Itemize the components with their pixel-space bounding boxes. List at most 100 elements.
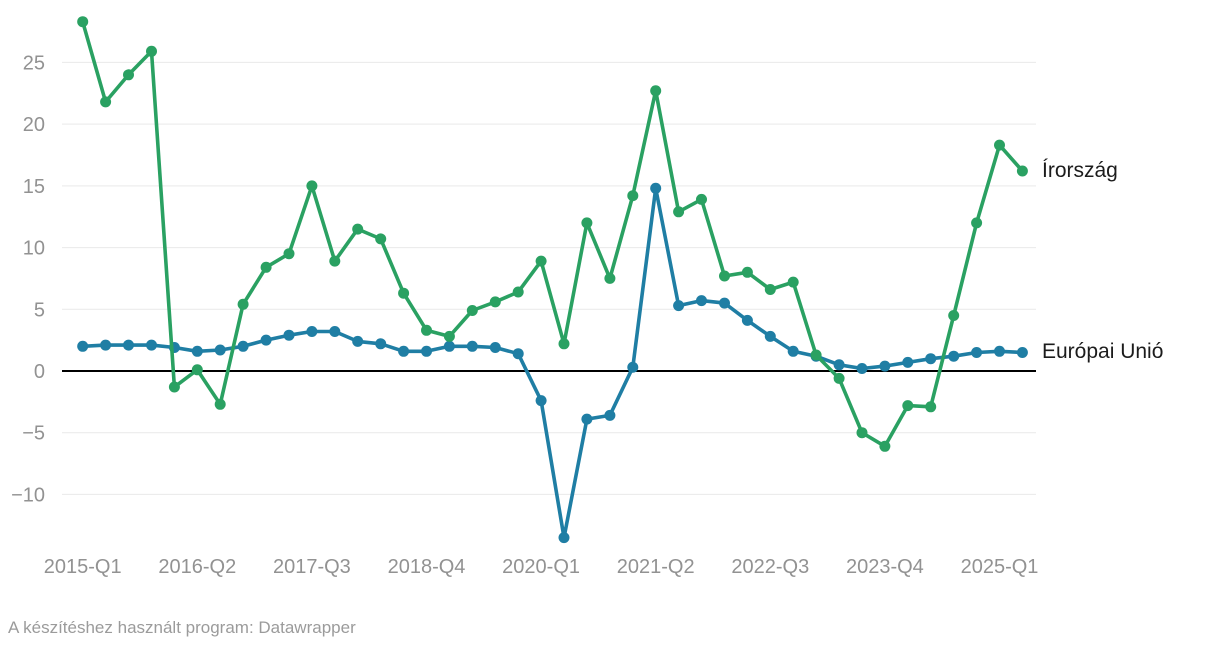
data-point-europai-unio[interactable] — [604, 409, 616, 421]
x-axis-tick-label: 2017-Q3 — [273, 556, 351, 578]
data-point-europai-unio[interactable] — [581, 413, 593, 425]
data-point-irorszag[interactable] — [512, 286, 524, 298]
data-point-europai-unio[interactable] — [237, 340, 249, 352]
y-axis-tick-label: 15 — [23, 176, 45, 198]
y-axis-tick-label: −5 — [22, 423, 45, 445]
data-point-europai-unio[interactable] — [123, 339, 134, 351]
data-point-irorszag[interactable] — [489, 296, 501, 308]
data-point-irorszag[interactable] — [719, 270, 730, 282]
data-point-irorszag[interactable] — [879, 440, 891, 452]
data-point-irorszag[interactable] — [558, 338, 570, 350]
data-point-irorszag[interactable] — [741, 266, 753, 278]
data-point-irorszag[interactable] — [168, 381, 180, 393]
x-axis-tick-label: 2023-Q4 — [846, 556, 924, 578]
data-point-irorszag[interactable] — [443, 330, 455, 342]
data-point-irorszag[interactable] — [764, 284, 776, 295]
data-point-europai-unio[interactable] — [398, 345, 410, 357]
x-axis-tick-label: 2018-Q4 — [388, 556, 466, 578]
data-point-europai-unio[interactable] — [925, 353, 937, 365]
data-point-irorszag[interactable] — [421, 324, 432, 336]
data-point-europai-unio[interactable] — [421, 345, 432, 357]
data-point-europai-unio[interactable] — [512, 348, 524, 360]
data-point-irorszag[interactable] — [329, 255, 341, 267]
data-point-irorszag[interactable] — [810, 349, 822, 361]
data-point-europai-unio[interactable] — [764, 330, 776, 342]
data-point-irorszag[interactable] — [650, 85, 662, 97]
y-axis-tick-label: −10 — [11, 484, 45, 506]
data-point-europai-unio[interactable] — [466, 340, 478, 352]
data-point-irorszag[interactable] — [123, 69, 134, 81]
data-point-irorszag[interactable] — [833, 372, 845, 384]
data-point-europai-unio[interactable] — [719, 297, 730, 309]
attribution-footer: A készítéshez használt program: Datawrap… — [8, 618, 356, 637]
data-point-europai-unio[interactable] — [1016, 347, 1028, 358]
data-point-europai-unio[interactable] — [833, 359, 845, 371]
data-point-irorszag[interactable] — [352, 223, 364, 235]
data-point-irorszag[interactable] — [994, 139, 1005, 151]
data-point-irorszag[interactable] — [535, 255, 547, 267]
data-point-irorszag[interactable] — [971, 217, 983, 229]
data-point-europai-unio[interactable] — [673, 300, 685, 312]
data-point-europai-unio[interactable] — [443, 340, 455, 352]
data-point-europai-unio[interactable] — [971, 347, 983, 358]
data-point-irorszag[interactable] — [260, 261, 272, 273]
data-point-irorszag[interactable] — [283, 248, 295, 260]
data-point-irorszag[interactable] — [306, 180, 318, 192]
data-point-irorszag[interactable] — [1016, 165, 1028, 177]
data-point-irorszag[interactable] — [696, 193, 707, 205]
x-axis-tick-label: 2025-Q1 — [961, 556, 1039, 578]
x-axis-tick-label: 2022-Q3 — [731, 556, 809, 578]
data-point-europai-unio[interactable] — [650, 182, 662, 194]
data-point-europai-unio[interactable] — [879, 360, 891, 372]
x-axis-tick-label: 2020-Q1 — [502, 556, 580, 578]
data-point-irorszag[interactable] — [856, 427, 868, 439]
data-point-irorszag[interactable] — [191, 364, 203, 376]
data-point-europai-unio[interactable] — [902, 356, 914, 368]
data-point-europai-unio[interactable] — [994, 345, 1005, 357]
data-point-europai-unio[interactable] — [352, 335, 364, 347]
data-point-irorszag[interactable] — [398, 287, 410, 299]
data-point-europai-unio[interactable] — [558, 532, 570, 544]
data-point-irorszag[interactable] — [673, 206, 685, 218]
data-point-irorszag[interactable] — [604, 272, 616, 284]
data-point-europai-unio[interactable] — [191, 345, 203, 357]
data-point-irorszag[interactable] — [581, 217, 593, 229]
y-axis-tick-label: 25 — [23, 52, 45, 74]
data-point-irorszag[interactable] — [146, 45, 157, 57]
data-point-europai-unio[interactable] — [627, 361, 639, 373]
data-point-europai-unio[interactable] — [329, 326, 341, 337]
data-point-irorszag[interactable] — [627, 190, 639, 202]
data-point-europai-unio[interactable] — [283, 329, 295, 341]
data-point-europai-unio[interactable] — [856, 363, 868, 374]
data-point-europai-unio[interactable] — [741, 314, 753, 326]
data-point-irorszag[interactable] — [237, 298, 249, 310]
data-point-irorszag[interactable] — [375, 233, 387, 245]
data-point-irorszag[interactable] — [466, 305, 478, 316]
data-point-irorszag[interactable] — [787, 276, 799, 288]
y-axis-tick-label: 5 — [34, 299, 45, 321]
data-point-europai-unio[interactable] — [696, 295, 707, 307]
data-point-europai-unio[interactable] — [375, 338, 387, 350]
data-point-europai-unio[interactable] — [489, 342, 501, 353]
data-point-europai-unio[interactable] — [535, 395, 547, 407]
data-point-irorszag[interactable] — [77, 16, 89, 28]
data-point-irorszag[interactable] — [214, 398, 226, 410]
y-axis-tick-label: 20 — [23, 114, 45, 136]
data-point-europai-unio[interactable] — [787, 345, 799, 357]
data-point-europai-unio[interactable] — [100, 339, 112, 351]
series-label-irorszag: Írország — [1042, 159, 1118, 183]
data-point-europai-unio[interactable] — [948, 350, 960, 362]
data-point-irorszag[interactable] — [100, 96, 112, 108]
data-point-europai-unio[interactable] — [214, 344, 226, 356]
data-point-irorszag[interactable] — [925, 401, 937, 413]
data-point-europai-unio[interactable] — [146, 339, 157, 351]
data-point-irorszag[interactable] — [902, 400, 914, 412]
x-axis-tick-label: 2016-Q2 — [158, 556, 236, 578]
data-point-europai-unio[interactable] — [306, 326, 318, 337]
data-point-europai-unio[interactable] — [77, 340, 89, 352]
data-point-irorszag[interactable] — [948, 310, 960, 321]
data-point-europai-unio[interactable] — [260, 334, 272, 346]
x-axis-tick-label: 2021-Q2 — [617, 556, 695, 578]
